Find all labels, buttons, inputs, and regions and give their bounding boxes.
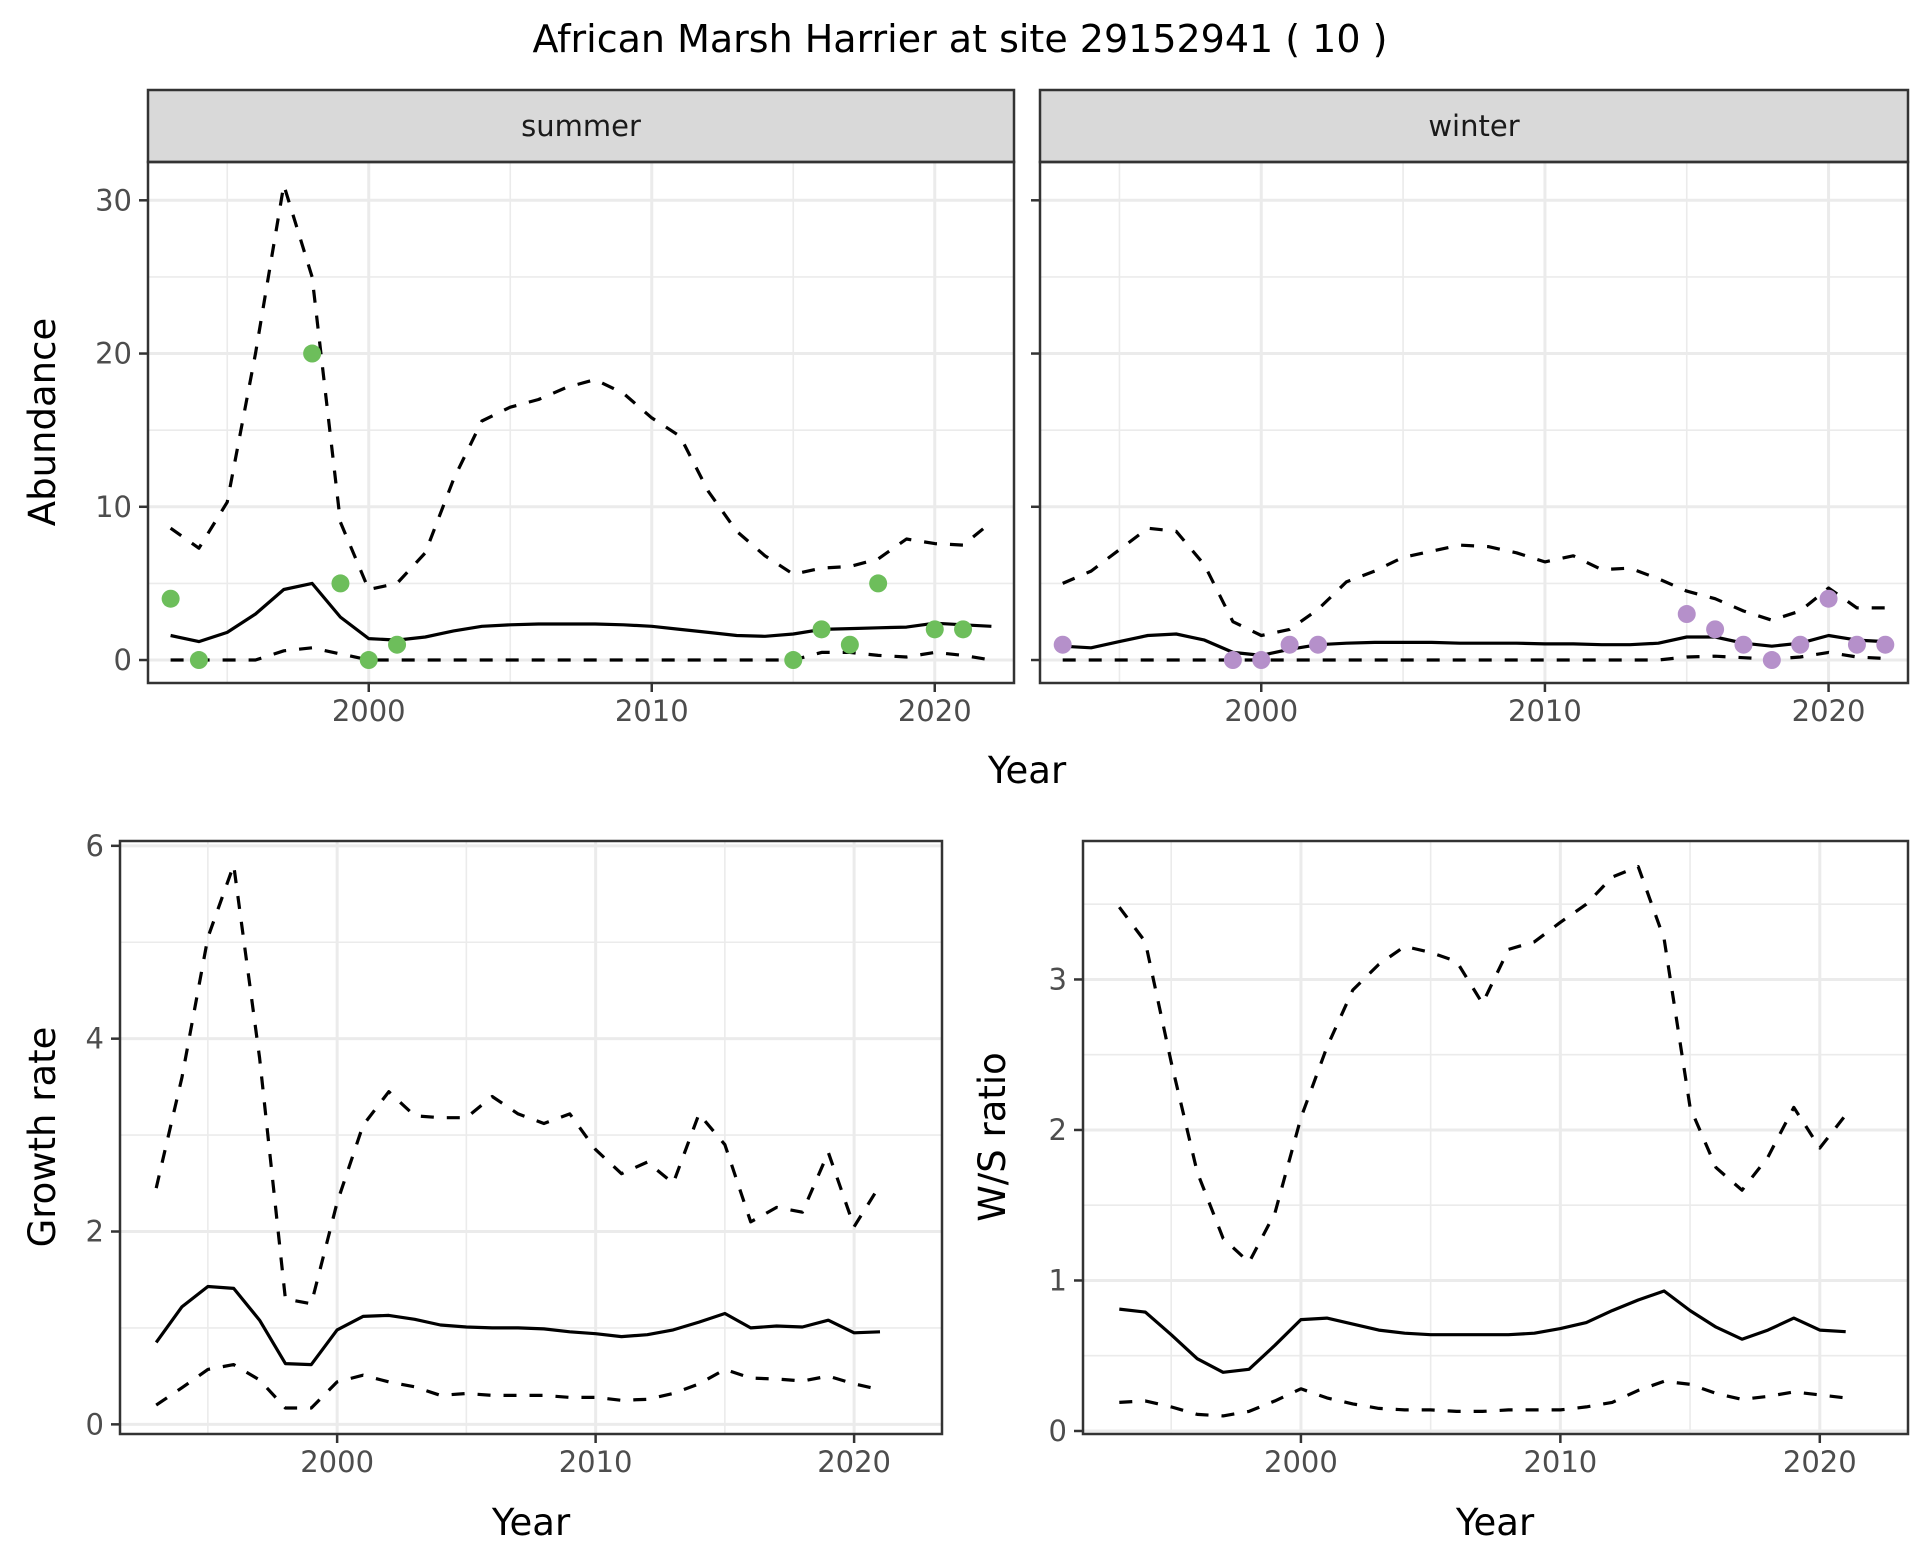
grid-winter xyxy=(1040,162,1908,683)
data-point-summer xyxy=(303,344,322,363)
strip-label-winter: winter xyxy=(1428,109,1519,143)
plot-background xyxy=(1040,162,1908,683)
panel-border-winter xyxy=(1038,160,1910,685)
data-point-winter xyxy=(1734,635,1753,654)
y-tick-label: 30 xyxy=(95,183,132,217)
data-point-winter xyxy=(1876,635,1895,654)
series-line-lower xyxy=(1119,1379,1846,1418)
x-tick-label: 2000 xyxy=(332,694,406,728)
data-point-summer xyxy=(869,574,888,593)
y-tick-label: 20 xyxy=(95,337,132,371)
series-line-lower xyxy=(170,646,992,662)
chart-title: African Marsh Harrier at site 29152941 (… xyxy=(533,17,1388,61)
y-axis-label-growth: Growth rate xyxy=(21,1027,64,1248)
panel-growth: Growth rate Year 2000 2010 2020 0 2 4 6 xyxy=(21,829,944,1544)
y-tick-label: 2 xyxy=(86,1215,104,1249)
y-axis-label-ratio: W/S ratio xyxy=(971,1052,1014,1222)
x-axis-label-top: Year xyxy=(987,749,1067,792)
x-tick-label: 2000 xyxy=(1224,694,1298,728)
series-line-upper xyxy=(169,183,993,592)
y-tick-label: 10 xyxy=(95,490,132,524)
x-tick-label: 2020 xyxy=(1783,1445,1857,1479)
series-line-upper xyxy=(154,863,882,1306)
grid-ratio xyxy=(1083,841,1908,1434)
series-line-upper xyxy=(1118,865,1847,1264)
y-tick-label: 0 xyxy=(86,1407,104,1441)
grid-summer xyxy=(148,162,1014,683)
data-point-winter xyxy=(1223,651,1242,670)
y-tick-label: 0 xyxy=(114,643,132,677)
marks-summer xyxy=(161,183,993,670)
panel-border-ratio xyxy=(1081,839,1910,1436)
marks-ratio xyxy=(1118,865,1847,1418)
x-tick-label: 2010 xyxy=(615,694,689,728)
panel-border-growth xyxy=(118,839,944,1436)
y-tick-label: 3 xyxy=(1049,962,1067,996)
x-tick-label: 2020 xyxy=(817,1445,891,1479)
data-point-winter xyxy=(1280,635,1299,654)
x-axis-label-growth: Year xyxy=(491,1501,571,1544)
x-axis-label-ratio: Year xyxy=(1455,1501,1535,1544)
data-point-summer xyxy=(784,651,803,670)
data-point-summer xyxy=(331,574,350,593)
panel-ratio: W/S ratio Year 2000 2010 2020 0 1 2 3 xyxy=(971,839,1910,1544)
plot-background xyxy=(1083,841,1908,1434)
data-point-winter xyxy=(1677,605,1696,624)
data-point-summer xyxy=(359,651,378,670)
series-line-lower xyxy=(1062,650,1886,662)
x-tick-label: 2010 xyxy=(1508,694,1582,728)
marks-winter xyxy=(1053,526,1895,670)
data-point-summer xyxy=(954,620,973,639)
series-line-mean xyxy=(1119,1289,1846,1374)
y-tick-label: 0 xyxy=(1049,1414,1067,1448)
data-point-winter xyxy=(1819,589,1838,608)
strip-label-summer: summer xyxy=(521,109,641,143)
x-tick-label: 2000 xyxy=(300,1445,374,1479)
series-line-mean xyxy=(154,1284,881,1367)
y-tick-label: 4 xyxy=(86,1022,104,1056)
x-tick-label: 2010 xyxy=(559,1445,633,1479)
strip-summer xyxy=(146,88,1016,164)
data-point-winter xyxy=(1053,635,1072,654)
x-tick-label: 2000 xyxy=(1264,1445,1338,1479)
data-point-summer xyxy=(388,635,407,654)
x-tick-label: 2020 xyxy=(898,694,972,728)
panel-winter: winter 2000 2010 2020 xyxy=(1031,88,1910,728)
y-axis-label-abundance: Abundance xyxy=(21,318,64,526)
data-point-summer xyxy=(840,635,859,654)
plot-background xyxy=(120,841,942,1434)
data-point-winter xyxy=(1706,620,1725,639)
data-point-winter xyxy=(1791,635,1810,654)
data-point-summer xyxy=(161,589,180,608)
panel-summer: summer Abundance 2000 2010 2020 0 10 20 30 xyxy=(21,88,1016,728)
series-line-mean xyxy=(170,581,992,644)
y-tick-label: 6 xyxy=(86,829,104,863)
strip-winter xyxy=(1038,88,1910,164)
data-point-winter xyxy=(1762,651,1781,670)
plot-background xyxy=(148,162,1014,683)
series-line-lower xyxy=(155,1363,881,1410)
data-point-winter xyxy=(1308,635,1327,654)
data-point-summer xyxy=(925,620,944,639)
x-tick-label: 2010 xyxy=(1523,1445,1597,1479)
panel-border-summer xyxy=(146,160,1016,685)
data-point-summer xyxy=(812,620,831,639)
grid-growth xyxy=(120,841,942,1434)
data-point-summer xyxy=(189,651,208,670)
series-line-upper xyxy=(1062,526,1886,638)
marks-growth xyxy=(154,863,882,1410)
data-point-winter xyxy=(1847,635,1866,654)
y-tick-label: 1 xyxy=(1049,1263,1067,1297)
y-tick-label: 2 xyxy=(1049,1113,1067,1147)
data-point-winter xyxy=(1252,651,1271,670)
x-tick-label: 2020 xyxy=(1792,694,1866,728)
